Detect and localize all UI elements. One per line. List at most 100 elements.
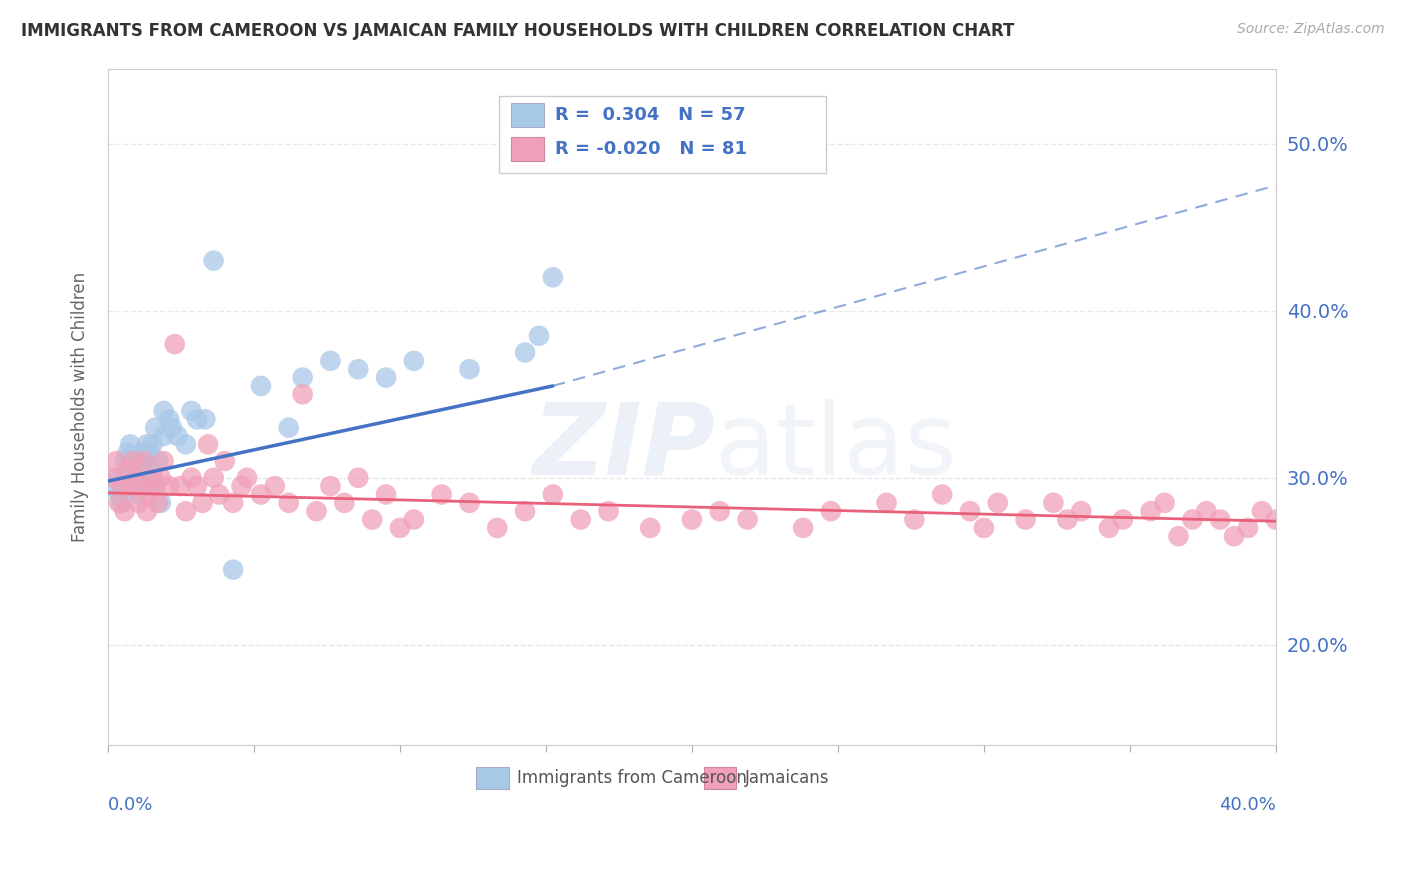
Point [1209, 512, 1232, 526]
Point [1181, 512, 1204, 526]
Point [152, 404, 174, 418]
Point [174, 504, 197, 518]
Point [291, 370, 314, 384]
FancyBboxPatch shape [510, 136, 544, 161]
Point [513, 504, 536, 518]
Point [135, 471, 157, 485]
Point [202, 471, 225, 485]
Y-axis label: Family Households with Children: Family Households with Children [72, 272, 89, 541]
Point [111, 496, 134, 510]
Point [152, 429, 174, 443]
Point [1223, 529, 1246, 543]
Point [319, 354, 342, 368]
Point [1237, 521, 1260, 535]
Point [598, 504, 620, 518]
Point [166, 429, 188, 443]
Point [231, 479, 253, 493]
Point [820, 504, 842, 518]
Point [128, 471, 150, 485]
Point [1042, 496, 1064, 510]
Point [792, 521, 814, 535]
Point [138, 446, 160, 460]
Point [1112, 512, 1135, 526]
Point [135, 454, 157, 468]
Point [458, 362, 481, 376]
Point [125, 471, 148, 485]
Point [222, 563, 245, 577]
Point [347, 362, 370, 376]
Point [108, 487, 131, 501]
Point [141, 471, 163, 485]
Point [105, 471, 128, 485]
Point [138, 462, 160, 476]
FancyBboxPatch shape [499, 95, 827, 173]
Point [120, 479, 142, 493]
Point [569, 512, 592, 526]
Point [194, 412, 217, 426]
Text: atlas: atlas [716, 399, 957, 496]
Text: Immigrants from Cameroon: Immigrants from Cameroon [517, 769, 747, 788]
Text: ZIP: ZIP [533, 399, 716, 496]
Point [141, 437, 163, 451]
Point [134, 471, 156, 485]
Point [128, 454, 150, 468]
Point [1056, 512, 1078, 526]
Point [1195, 504, 1218, 518]
Point [973, 521, 995, 535]
Point [402, 512, 425, 526]
Point [128, 496, 150, 510]
Point [486, 521, 509, 535]
Point [222, 496, 245, 510]
Point [103, 471, 125, 485]
Point [138, 479, 160, 493]
Point [157, 479, 180, 493]
Point [134, 454, 156, 468]
Point [163, 337, 186, 351]
Point [277, 420, 299, 434]
Point [541, 270, 564, 285]
Point [1251, 504, 1274, 518]
Point [143, 479, 166, 493]
Point [169, 479, 191, 493]
Point [131, 446, 153, 460]
Point [120, 479, 142, 493]
Point [146, 454, 169, 468]
Point [197, 437, 219, 451]
Point [541, 487, 564, 501]
Point [143, 420, 166, 434]
Point [186, 479, 208, 493]
Point [1098, 521, 1121, 535]
Point [117, 446, 139, 460]
Point [681, 512, 703, 526]
Point [131, 479, 153, 493]
Point [291, 387, 314, 401]
Point [131, 471, 153, 485]
Point [931, 487, 953, 501]
Point [1070, 504, 1092, 518]
Point [1014, 512, 1036, 526]
Point [1167, 529, 1189, 543]
FancyBboxPatch shape [510, 103, 544, 128]
Point [236, 471, 259, 485]
Point [143, 479, 166, 493]
Point [103, 479, 125, 493]
Point [191, 496, 214, 510]
Point [134, 454, 156, 468]
Point [333, 496, 356, 510]
Point [111, 479, 134, 493]
Point [458, 496, 481, 510]
Point [135, 437, 157, 451]
Text: R =  0.304   N = 57: R = 0.304 N = 57 [555, 106, 747, 124]
Point [174, 437, 197, 451]
Point [125, 462, 148, 476]
Point [149, 496, 172, 510]
Point [250, 487, 273, 501]
Point [263, 479, 285, 493]
Point [1278, 621, 1301, 635]
Point [347, 471, 370, 485]
Point [180, 404, 202, 418]
Point [114, 504, 136, 518]
Point [319, 479, 342, 493]
Point [361, 512, 384, 526]
Text: Jamaicans: Jamaicans [744, 769, 830, 788]
